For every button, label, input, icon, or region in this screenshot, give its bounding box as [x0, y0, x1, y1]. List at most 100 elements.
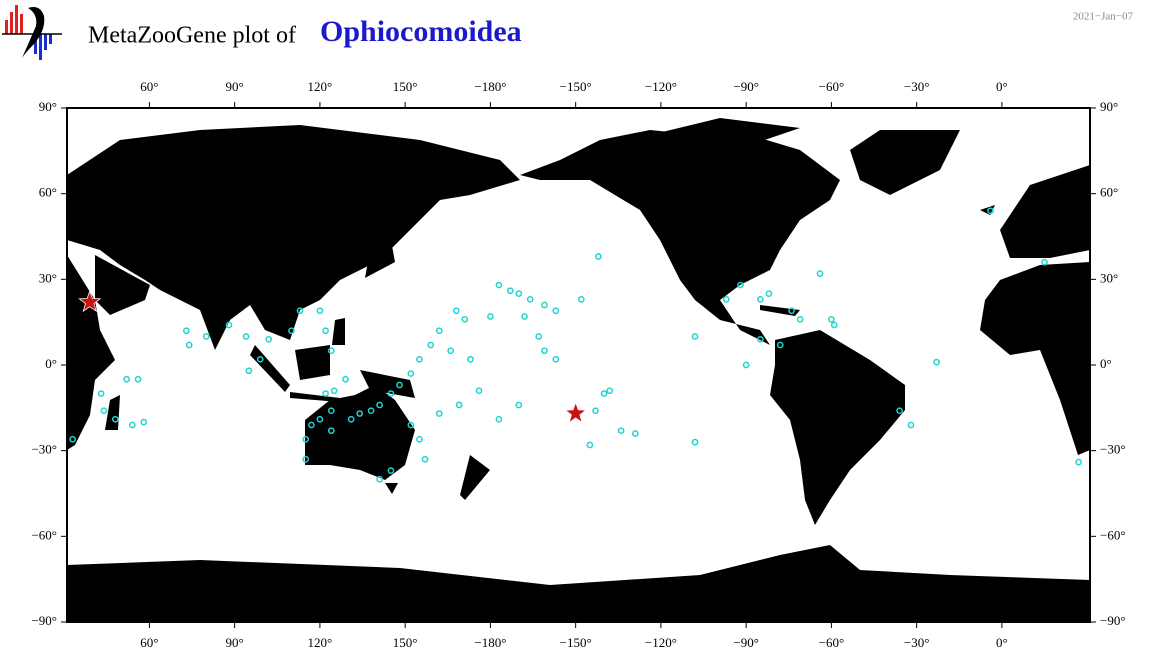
occurrence [316, 415, 324, 423]
occurrence [691, 333, 699, 340]
occurrence [742, 361, 750, 369]
date: 2021−Jan−07 [1073, 11, 1134, 23]
occurrence [757, 335, 764, 343]
y-tick-label: 0° [45, 356, 57, 371]
occurrence [100, 407, 108, 415]
occurrence [69, 435, 77, 443]
y-tick-label: −60° [31, 527, 57, 542]
x-tick-label: 150° [393, 635, 418, 650]
occurrence [225, 321, 233, 329]
occurrence [896, 407, 903, 415]
occurrence [552, 307, 560, 315]
y-tick-label: 90° [39, 99, 57, 114]
occurrence [776, 341, 784, 349]
occurrence [757, 295, 764, 303]
occurrence [327, 407, 335, 415]
occurrence [407, 370, 415, 377]
occurrence [296, 307, 304, 315]
y-tick-label: 30° [39, 270, 57, 285]
occurrence [129, 421, 136, 429]
y-tick-label: −90° [1100, 613, 1126, 628]
occurrence [387, 467, 395, 475]
occurrence [526, 295, 534, 303]
star [564, 401, 588, 424]
occurrence [356, 410, 364, 417]
taxon: Ophiocomoidea [320, 15, 522, 48]
occurrence [347, 415, 355, 423]
occurrence [1075, 458, 1082, 466]
y-tick-label: −30° [31, 442, 57, 457]
occurrence [396, 381, 403, 389]
land [67, 118, 1090, 622]
occurrence [387, 390, 395, 397]
occurrence [495, 415, 503, 423]
occurrence [185, 341, 193, 349]
x-tick-label: −120° [645, 79, 677, 94]
occurrence [327, 427, 335, 435]
occurrence [330, 387, 338, 395]
occurrence [123, 375, 131, 383]
occurrence [521, 313, 528, 320]
occurrence [631, 430, 639, 437]
occurrence [416, 355, 423, 363]
x-tick-label: 60° [140, 79, 158, 94]
y-tick-label: 30° [1100, 270, 1118, 285]
occurrence [435, 327, 443, 335]
occurrence [111, 415, 119, 423]
occurrence [447, 347, 454, 355]
occurrence [722, 295, 730, 303]
occurrence [134, 375, 142, 383]
y-tick-label: −90° [31, 613, 57, 628]
x-tick-label: −90° [733, 79, 759, 94]
occurrence [256, 355, 264, 363]
occurrence [765, 290, 773, 297]
x-tick-label: 90° [226, 79, 244, 94]
occurrence [308, 421, 315, 429]
occurrence [606, 387, 614, 395]
x-tick-label: −180° [474, 79, 506, 94]
x-tick-label: −180° [474, 635, 506, 650]
occurrence [302, 435, 310, 443]
occurrence [427, 341, 435, 349]
occurrence [796, 315, 804, 323]
occurrence [327, 347, 335, 355]
occurrence [421, 455, 429, 463]
occurrence [140, 418, 148, 426]
y-tick-label: −30° [1100, 442, 1126, 457]
occurrence [342, 375, 349, 383]
occurrence [416, 435, 423, 443]
occurrence [933, 358, 940, 366]
occurrence [322, 390, 329, 397]
occurrence [495, 281, 503, 289]
y-tick-label: 90° [1100, 99, 1118, 114]
y-tick-label: 60° [39, 185, 57, 200]
star [78, 290, 102, 313]
occurrence [302, 455, 310, 463]
occurrence [577, 295, 585, 303]
x-tick-label: 120° [308, 79, 333, 94]
occurrence [600, 390, 608, 397]
occurrence [515, 290, 523, 297]
occurrence [552, 355, 560, 363]
occurrence [183, 327, 190, 335]
x-tick-label: −150° [560, 79, 592, 94]
occurrence [376, 401, 383, 409]
occurrence [407, 421, 415, 429]
x-tick-label: −120° [645, 635, 677, 650]
occurrence [322, 327, 329, 335]
occurrence [592, 407, 599, 415]
occurrence [987, 207, 994, 215]
x-tick-label: −60° [819, 79, 845, 94]
occurrence [788, 307, 795, 315]
occurrence [242, 333, 250, 340]
occurrence [487, 313, 494, 320]
occurrence [506, 287, 514, 295]
x-tick-label: 0° [996, 79, 1008, 94]
occurrence [245, 367, 253, 375]
occurrence [265, 335, 273, 343]
occurrence [816, 270, 824, 277]
occurrence [515, 401, 523, 409]
occurrence [737, 281, 744, 289]
occurrence [455, 401, 463, 409]
